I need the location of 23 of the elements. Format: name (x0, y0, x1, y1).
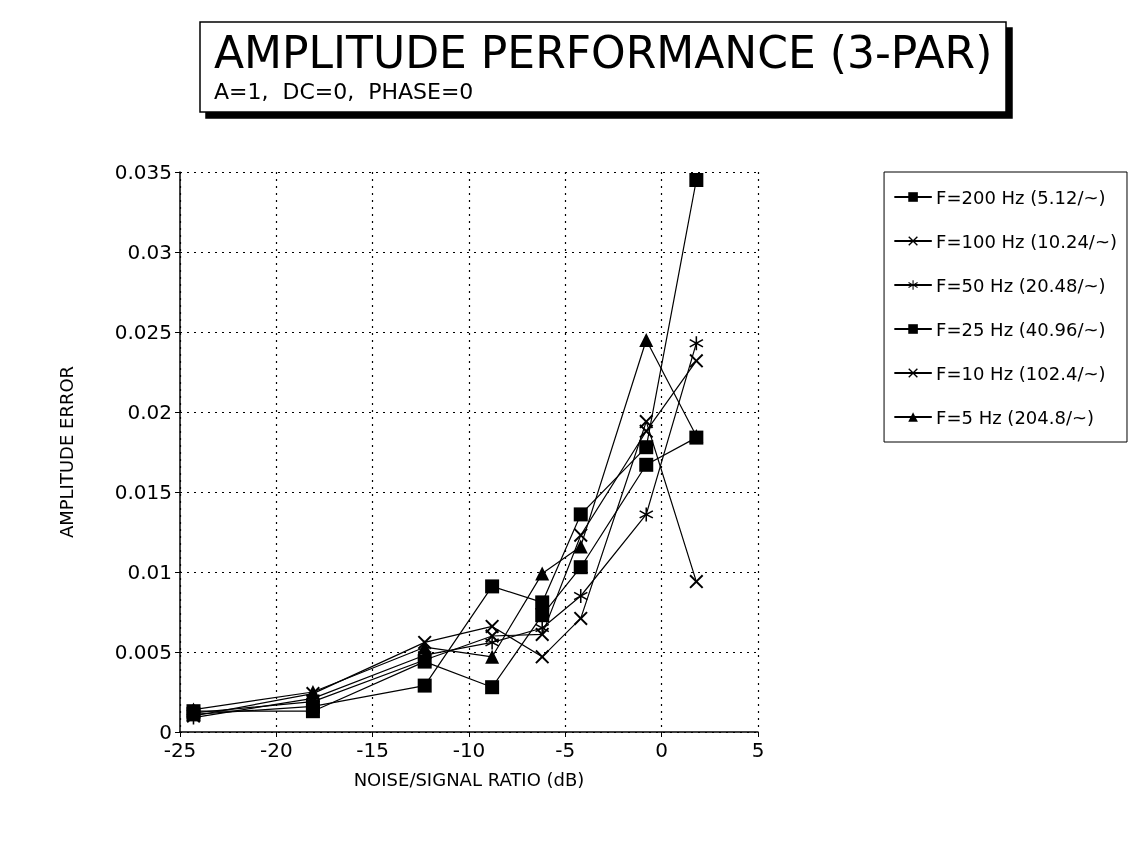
y-tick-label: 0.025 (114, 320, 172, 344)
legend-label: F=100 Hz (10.24/~) (936, 230, 1118, 252)
legend-label: F=10 Hz (102.4/~) (936, 362, 1106, 384)
chart-subtitle: A=1, DC=0, PHASE=0 (214, 78, 474, 104)
y-tick-label: 0.03 (127, 240, 172, 264)
x-tick-label: -20 (260, 738, 293, 762)
x-tick-label: -5 (555, 738, 576, 762)
y-tick-label: 0.035 (114, 160, 172, 184)
y-tick-label: 0.01 (127, 560, 172, 584)
y-axis-title: AMPLITUDE ERROR (55, 365, 77, 539)
x-axis-title: NOISE/SIGNAL RATIO (dB) (353, 768, 585, 790)
chart-title: AMPLITUDE PERFORMANCE (3-PAR) (214, 26, 993, 78)
x-tick-label: 0 (655, 738, 669, 762)
legend-label: F=25 Hz (40.96/~) (936, 318, 1106, 340)
y-tick-label: 0.015 (114, 480, 172, 504)
legend-label: F=50 Hz (20.48/~) (936, 274, 1106, 296)
legend-label: F=200 Hz (5.12/~) (936, 186, 1106, 208)
legend-label: F=5 Hz (204.8/~) (936, 406, 1095, 428)
x-tick-label: -10 (452, 738, 486, 762)
y-tick-label: 0.005 (114, 640, 172, 664)
x-tick-label: -15 (356, 738, 389, 762)
x-tick-label: 5 (751, 738, 765, 762)
y-tick-label: 0.02 (127, 400, 172, 424)
